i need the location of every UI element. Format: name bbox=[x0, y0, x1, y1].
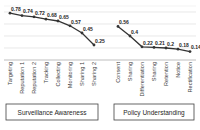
x-tick-label: Sharing bbox=[151, 62, 157, 81]
grid-line bbox=[4, 24, 196, 25]
point bbox=[93, 44, 96, 47]
point bbox=[45, 18, 48, 21]
x-tick-label: Reputation 1 bbox=[19, 62, 25, 94]
point bbox=[189, 50, 192, 53]
point bbox=[21, 14, 24, 17]
series-line bbox=[118, 26, 190, 51]
point bbox=[117, 25, 120, 28]
data-label: 0.78 bbox=[11, 6, 21, 12]
data-label: 0.18 bbox=[179, 42, 189, 48]
x-tick-label: Collecting bbox=[55, 62, 61, 87]
data-label: 0.25 bbox=[95, 38, 105, 44]
data-label: 0.2 bbox=[167, 41, 174, 47]
data-label: 0.14 bbox=[191, 44, 200, 50]
data-label: 0.21 bbox=[155, 40, 165, 46]
grid-line bbox=[4, 12, 196, 13]
x-tick-label: Tracking bbox=[43, 62, 49, 83]
group-box bbox=[6, 104, 98, 120]
point bbox=[9, 12, 12, 15]
x-tick-label: Rectification bbox=[187, 62, 193, 92]
x-tick-label: Retention bbox=[163, 62, 169, 86]
point bbox=[57, 20, 60, 23]
x-tick-label: Targeting bbox=[7, 62, 13, 85]
data-label: 0.65 bbox=[59, 14, 69, 20]
point bbox=[165, 47, 168, 50]
data-label: 0.56 bbox=[119, 19, 129, 25]
x-axis bbox=[4, 60, 196, 61]
x-tick-label: Monitoring bbox=[67, 62, 73, 88]
point bbox=[177, 48, 180, 51]
x-tick-label: Notice bbox=[175, 62, 181, 78]
point bbox=[141, 45, 144, 48]
grid-line bbox=[4, 36, 196, 37]
data-label: 0.74 bbox=[23, 8, 33, 14]
data-label: 0.45 bbox=[83, 26, 93, 32]
x-tick-label: Sharing 1 bbox=[79, 62, 85, 86]
point bbox=[129, 35, 132, 38]
data-label: 0.72 bbox=[35, 10, 45, 16]
group-label: Policy Understanding bbox=[123, 109, 185, 117]
data-label: 0.4 bbox=[131, 29, 138, 35]
point bbox=[33, 15, 36, 18]
point bbox=[69, 24, 72, 27]
data-label: 0.22 bbox=[143, 40, 153, 46]
grid-line bbox=[4, 60, 196, 61]
x-tick-label: Differentiation bbox=[139, 62, 145, 96]
x-tick-label: Consent bbox=[115, 62, 121, 83]
plot-marks bbox=[9, 12, 192, 53]
x-tick-label: Sharing 2 bbox=[91, 62, 97, 86]
grid-line bbox=[4, 48, 196, 49]
range-top bbox=[4, 6, 196, 7]
data-label: 0.57 bbox=[71, 19, 81, 25]
point bbox=[81, 32, 84, 35]
x-tick-label: Sharing bbox=[127, 62, 133, 81]
x-tick-label: Reputation 2 bbox=[31, 62, 37, 94]
data-labels: 0.780.740.720.680.650.570.450.25 0.560.4 0… bbox=[11, 6, 200, 50]
group-label: Surveillance Awareness bbox=[18, 109, 88, 116]
chart: Targeting Reputation 1 Reputation 2 Trackin… bbox=[0, 0, 200, 130]
point bbox=[153, 46, 156, 49]
data-label: 0.68 bbox=[47, 12, 57, 18]
group-box bbox=[114, 104, 194, 120]
